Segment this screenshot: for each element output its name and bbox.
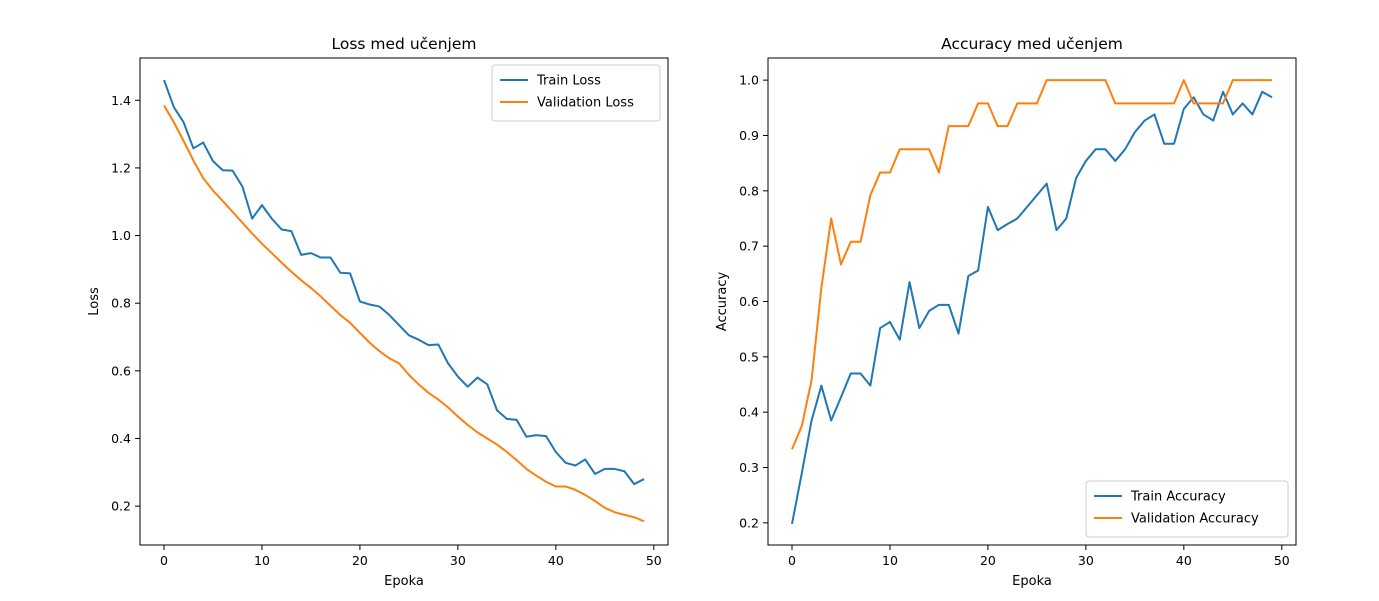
loss-plot-ylabel: Loss: [87, 287, 102, 316]
accuracy-plot-legend-label-train: Train Accuracy: [1130, 490, 1226, 505]
loss-plot-axes-frame: [139, 57, 669, 546]
accuracy-plot-y-tick-label: 0.6: [739, 294, 759, 309]
accuracy-plot-x-tick-label: 0: [788, 553, 796, 568]
accuracy-plot-x-tick-label: 20: [980, 553, 996, 568]
accuracy-plot-y-tick-label: 0.4: [739, 405, 759, 420]
accuracy-plot-ylabel: Accuracy: [715, 272, 730, 332]
loss-plot-y-tick-label: 1.2: [111, 160, 131, 175]
loss-plot-legend-box: [491, 64, 661, 122]
loss-plot-x-tick-label: 0: [160, 553, 168, 568]
loss-plot: Loss med učenjem Epoka Loss 0 10 20 30 40 50 0…: [87, 35, 669, 589]
accuracy-plot-y-tick-label: 0.7: [739, 239, 759, 254]
accuracy-plot-axes-frame: [767, 57, 1297, 546]
accuracy-plot-x-tick-label: 30: [1078, 553, 1094, 568]
accuracy-plot-x-tick-label: 40: [1176, 553, 1192, 568]
loss-plot-x-tick-label: 40: [548, 553, 564, 568]
accuracy-plot-series-line-train: [791, 90, 1273, 525]
loss-plot-x-tick-label: 20: [352, 553, 368, 568]
loss-plot-series-line-validation: [163, 104, 645, 523]
accuracy-plot-y-tick-label: 0.2: [739, 515, 759, 530]
loss-plot-legend-label-validation: Validation Loss: [537, 96, 634, 111]
accuracy-plot: Accuracy med učenjem Epoka Accuracy 0 10 2…: [715, 35, 1297, 589]
loss-plot-legend: Train Loss Validation Loss: [491, 64, 661, 122]
loss-plot-y-tick-label: 0.4: [111, 431, 131, 446]
loss-plot-y-tick-label: 0.8: [111, 296, 131, 311]
loss-plot-y-tick-label: 1.0: [111, 228, 131, 243]
accuracy-plot-x-tick-label: 10: [882, 553, 898, 568]
accuracy-plot-y-tick-label: 1.0: [739, 73, 759, 88]
loss-plot-legend-label-train: Train Loss: [536, 74, 601, 89]
loss-plot-title: Loss med učenjem: [332, 35, 477, 53]
accuracy-plot-xlabel: Epoka: [1012, 574, 1052, 589]
accuracy-plot-y-tick-label: 0.9: [739, 128, 759, 143]
loss-plot-series-line-train: [163, 79, 645, 486]
loss-plot-x-tick-label: 10: [254, 553, 270, 568]
loss-plot-xlabel: Epoka: [384, 574, 424, 589]
accuracy-plot-y-tick-label: 0.8: [739, 183, 759, 198]
loss-plot-x-tick-label: 50: [646, 553, 662, 568]
loss-plot-y-tick-label: 1.4: [111, 93, 131, 108]
loss-plot-y-tick-label: 0.2: [111, 499, 131, 514]
loss-plot-y-tick-label: 0.6: [111, 363, 131, 378]
accuracy-plot-legend: Train Accuracy Validation Accuracy: [1085, 480, 1289, 538]
accuracy-plot-y-tick-label: 0.3: [739, 460, 759, 475]
loss-plot-x-tick-label: 30: [450, 553, 466, 568]
accuracy-plot-title: Accuracy med učenjem: [941, 35, 1123, 53]
accuracy-plot-x-tick-label: 50: [1274, 553, 1290, 568]
accuracy-plot-legend-label-validation: Validation Accuracy: [1131, 512, 1259, 527]
accuracy-plot-y-tick-label: 0.5: [739, 349, 759, 364]
accuracy-plot-legend-box: [1085, 480, 1289, 538]
accuracy-plot-series-line-validation: [791, 79, 1272, 450]
